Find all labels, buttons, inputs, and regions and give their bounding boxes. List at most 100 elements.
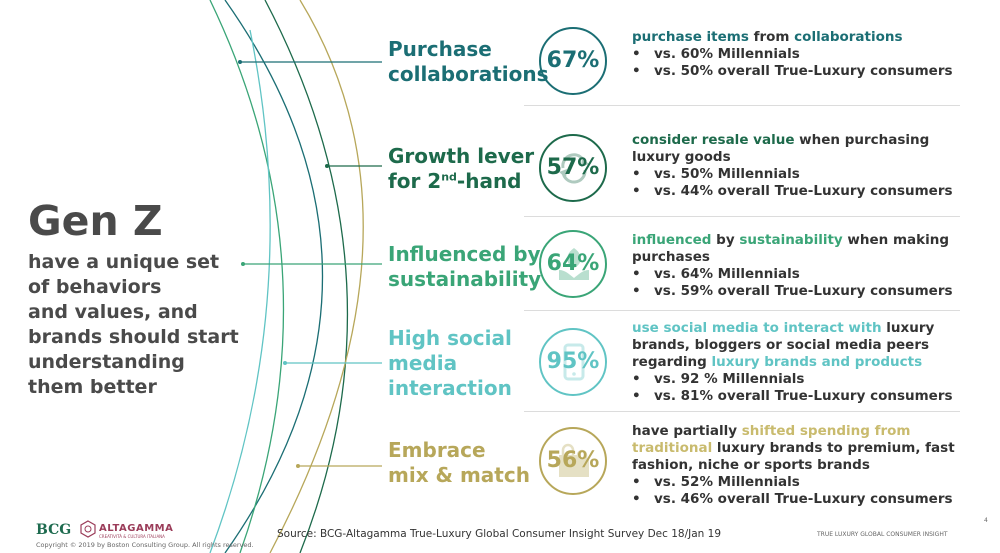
desc-line: use social media to interact with luxury bbox=[632, 320, 972, 337]
stat-description: purchase items from collaborations • vs. … bbox=[632, 29, 972, 80]
desc-bullet: • vs. 52% Millennials bbox=[632, 474, 800, 490]
desc-segment: luxury goods bbox=[632, 149, 731, 165]
desc-line: purchases bbox=[632, 249, 972, 266]
stat-description: have partially shifted spending from tra… bbox=[632, 423, 972, 508]
percent-circle: 67% bbox=[539, 27, 607, 95]
separator bbox=[524, 310, 960, 311]
desc-line: have partially shifted spending from bbox=[632, 423, 972, 440]
desc-bullet: • vs. 44% overall True-Luxury consumers bbox=[632, 183, 953, 199]
desc-segment: regarding bbox=[632, 354, 712, 370]
stat-label-line: media bbox=[388, 351, 458, 375]
desc-segment: purchases bbox=[632, 249, 710, 265]
arc-khaki bbox=[269, 0, 364, 553]
desc-segment: traditional bbox=[632, 440, 713, 456]
hero-subtitle: have a unique set of behaviors and value… bbox=[28, 250, 253, 400]
stat-label: Influenced by sustainability bbox=[388, 242, 541, 292]
desc-segment: brands, bloggers or social media peers bbox=[632, 337, 930, 353]
desc-line: influenced by sustainability when making bbox=[632, 232, 972, 249]
desc-bullet: • vs. 81% overall True-Luxury consumers bbox=[632, 388, 953, 404]
percent-circle: 64% bbox=[539, 230, 607, 298]
stat-description: influenced by sustainability when making… bbox=[632, 232, 972, 300]
hero: Gen Z have a unique set of behaviors and… bbox=[28, 198, 253, 400]
desc-segment: when purchasing bbox=[794, 132, 930, 148]
arc-aqua bbox=[209, 29, 271, 553]
hero-subtitle-line: brands should start bbox=[28, 326, 239, 348]
report-brand: TRUE LUXURY GLOBAL CONSUMER INSIGHT bbox=[817, 531, 948, 538]
smartphone-icon bbox=[563, 343, 585, 381]
percent-value: 57% bbox=[546, 155, 600, 180]
percent-value: 56% bbox=[546, 448, 600, 473]
desc-segment: have partially bbox=[632, 423, 742, 439]
percent-value: 67% bbox=[546, 48, 600, 73]
desc-segment: purchase items bbox=[632, 29, 749, 45]
desc-segment: influenced bbox=[632, 232, 712, 248]
hero-title: Gen Z bbox=[28, 197, 163, 245]
separator bbox=[524, 216, 960, 217]
stat-label-line: Embrace bbox=[388, 438, 486, 462]
desc-segment: luxury bbox=[881, 320, 935, 336]
desc-bullet: • vs. 60% Millennials bbox=[632, 46, 800, 62]
desc-line: luxury goods bbox=[632, 149, 972, 166]
desc-bullet: • vs. 46% overall True-Luxury consumers bbox=[632, 491, 953, 507]
footer: BCG ALTAGAMMA CREATIVITÀ & CULTURA ITALI… bbox=[0, 517, 1000, 553]
desc-line: fashion, niche or sports brands bbox=[632, 457, 972, 474]
desc-segment: sustainability bbox=[739, 232, 843, 248]
desc-line: regarding luxury brands and products bbox=[632, 354, 972, 371]
desc-bullet: • vs. 59% overall True-Luxury consumers bbox=[632, 283, 953, 299]
connector-dot-5 bbox=[296, 464, 300, 468]
leaf-hands-icon bbox=[559, 248, 589, 280]
percent-value: 95% bbox=[546, 349, 600, 374]
percent-value: 64% bbox=[546, 251, 600, 276]
connector-dot-4 bbox=[283, 361, 287, 365]
percent-circle: 57% bbox=[539, 134, 607, 202]
stat-label: High social media interaction bbox=[388, 326, 512, 401]
arc-green-dark bbox=[264, 0, 349, 553]
stat-label-line: mix & match bbox=[388, 463, 530, 487]
arc-green bbox=[209, 0, 285, 553]
connector-dot-2 bbox=[325, 164, 329, 168]
altagamma-logo-icon bbox=[80, 520, 96, 538]
hero-subtitle-line: them better bbox=[28, 376, 157, 398]
stat-description: use social media to interact with luxury… bbox=[632, 320, 972, 405]
percent-circle: 95% bbox=[539, 328, 607, 396]
desc-line: brands, bloggers or social media peers bbox=[632, 337, 972, 354]
shopping-bags-icon bbox=[559, 443, 589, 477]
hero-subtitle-line: and values, and bbox=[28, 301, 198, 323]
desc-bullet: • vs. 64% Millennials bbox=[632, 266, 800, 282]
page-number: 4 bbox=[984, 517, 988, 524]
desc-line: purchase items from collaborations bbox=[632, 29, 972, 46]
connector-dot-3 bbox=[241, 262, 245, 266]
desc-segment: use social media to interact with bbox=[632, 320, 882, 336]
bcg-logo: BCG bbox=[36, 522, 72, 538]
hero-subtitle-line: have a unique set bbox=[28, 251, 220, 273]
copyright: Copyright © 2019 by Boston Consulting Gr… bbox=[36, 541, 254, 549]
arc-teal-dark bbox=[224, 0, 324, 553]
desc-segment: fashion, niche or sports brands bbox=[632, 457, 870, 473]
hero-subtitle-line: of behaviors bbox=[28, 276, 162, 298]
stat-label-line: collaborations bbox=[388, 62, 549, 86]
stat-label-line: Purchase bbox=[388, 37, 492, 61]
altagamma-logo: ALTAGAMMA bbox=[99, 523, 174, 534]
stat-label-line: High social bbox=[388, 326, 512, 350]
stat-label-line: Growth lever bbox=[388, 144, 535, 168]
stat-label-line: sustainability bbox=[388, 267, 542, 291]
desc-segment: when making bbox=[842, 232, 950, 248]
stat-label: Growth lever for 2nd-hand bbox=[388, 144, 534, 194]
desc-segment: collaborations bbox=[794, 29, 903, 45]
desc-bullet: • vs. 50% overall True-Luxury consumers bbox=[632, 63, 953, 79]
stat-label-line: for 2nd-hand bbox=[388, 169, 522, 193]
desc-segment: shifted spending from bbox=[741, 423, 911, 439]
desc-segment: luxury brands and products bbox=[711, 354, 923, 370]
recycle-arrows-icon bbox=[559, 153, 589, 184]
desc-segment: consider resale value bbox=[632, 132, 795, 148]
stat-description: consider resale value when purchasing lu… bbox=[632, 132, 972, 200]
desc-segment: from bbox=[748, 29, 795, 45]
desc-line: consider resale value when purchasing bbox=[632, 132, 972, 149]
desc-bullet: • vs. 92 % Millennials bbox=[632, 371, 805, 387]
stat-label-line: Influenced by bbox=[388, 242, 541, 266]
desc-bullet: • vs. 50% Millennials bbox=[632, 166, 800, 182]
altagamma-tagline: CREATIVITÀ & CULTURA ITALIANA bbox=[99, 534, 165, 539]
source-note: Source: BCG-Altagamma True-Luxury Global… bbox=[277, 528, 722, 540]
stat-label: Purchase collaborations bbox=[388, 37, 549, 87]
